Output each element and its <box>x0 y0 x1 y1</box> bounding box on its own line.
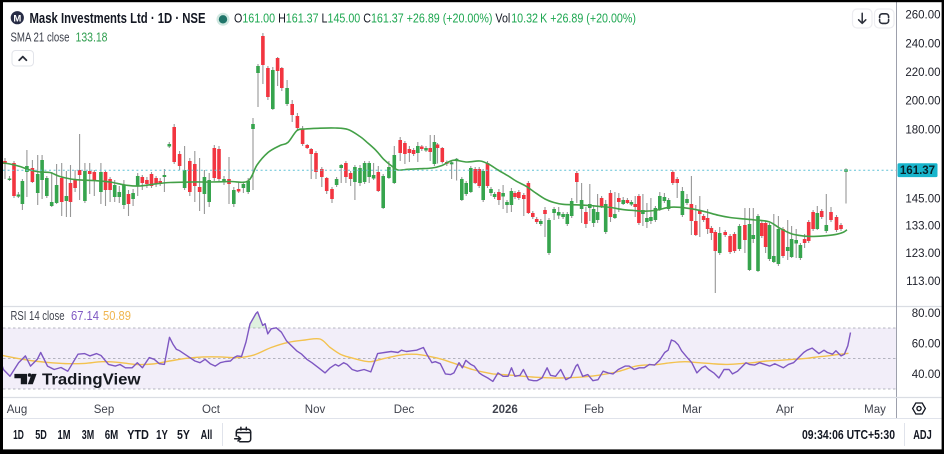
svg-text:260.00: 260.00 <box>905 10 940 22</box>
svg-text:161.37: 161.37 <box>900 165 935 177</box>
svg-text:40.00: 40.00 <box>912 369 941 381</box>
svg-text:May: May <box>864 404 886 416</box>
svg-text:200.00: 200.00 <box>905 96 940 108</box>
svg-text:5Y: 5Y <box>177 428 190 442</box>
svg-text:Aug: Aug <box>7 404 27 416</box>
svg-text:5D: 5D <box>35 428 47 442</box>
svg-text:1D: 1D <box>13 428 24 442</box>
svg-text:113.00: 113.00 <box>906 276 940 288</box>
svg-text:123.00: 123.00 <box>905 248 940 260</box>
svg-text:1M: 1M <box>58 428 71 442</box>
svg-text:1Y: 1Y <box>156 428 168 442</box>
svg-text:Oct: Oct <box>202 404 221 416</box>
svg-text:SMA 21 close: SMA 21 close <box>11 30 70 45</box>
svg-text:2026: 2026 <box>492 404 518 416</box>
svg-text:Sep: Sep <box>94 404 114 416</box>
svg-text:133.00: 133.00 <box>905 220 940 232</box>
svg-text:09:34:06 UTC+5:30: 09:34:06 UTC+5:30 <box>802 427 895 442</box>
svg-text:220.00: 220.00 <box>905 67 940 79</box>
svg-text:Mask Investments Ltd · 1D · NS: Mask Investments Ltd · 1D · NSE <box>30 10 206 27</box>
svg-text:YTD: YTD <box>127 428 149 442</box>
svg-text:3M: 3M <box>82 428 94 442</box>
svg-text:RSI 14 close: RSI 14 close <box>11 308 65 323</box>
svg-text:240.00: 240.00 <box>905 39 940 51</box>
svg-text:67.14: 67.14 <box>71 308 99 323</box>
svg-text:TradingView: TradingView <box>42 372 142 389</box>
svg-text:Dec: Dec <box>394 404 415 416</box>
svg-text:Mar: Mar <box>682 404 702 416</box>
svg-text:133.18: 133.18 <box>76 30 108 45</box>
svg-text:180.00: 180.00 <box>905 125 940 137</box>
svg-text:145.00: 145.00 <box>905 193 940 205</box>
svg-text:All: All <box>201 428 213 442</box>
svg-text:80.00: 80.00 <box>912 308 941 320</box>
svg-text:ADJ: ADJ <box>913 428 932 442</box>
svg-text:M: M <box>13 13 21 24</box>
svg-text:Nov: Nov <box>305 404 326 416</box>
svg-text:6M: 6M <box>105 428 119 442</box>
svg-text:50.89: 50.89 <box>103 308 131 323</box>
svg-text:Apr: Apr <box>776 404 794 416</box>
svg-text:60.00: 60.00 <box>912 339 941 351</box>
svg-text:Feb: Feb <box>584 404 604 416</box>
svg-text:O161.00 H161.37 L145.00 C161.3: O161.00 H161.37 L145.00 C161.37 +26.89 (… <box>234 11 636 26</box>
